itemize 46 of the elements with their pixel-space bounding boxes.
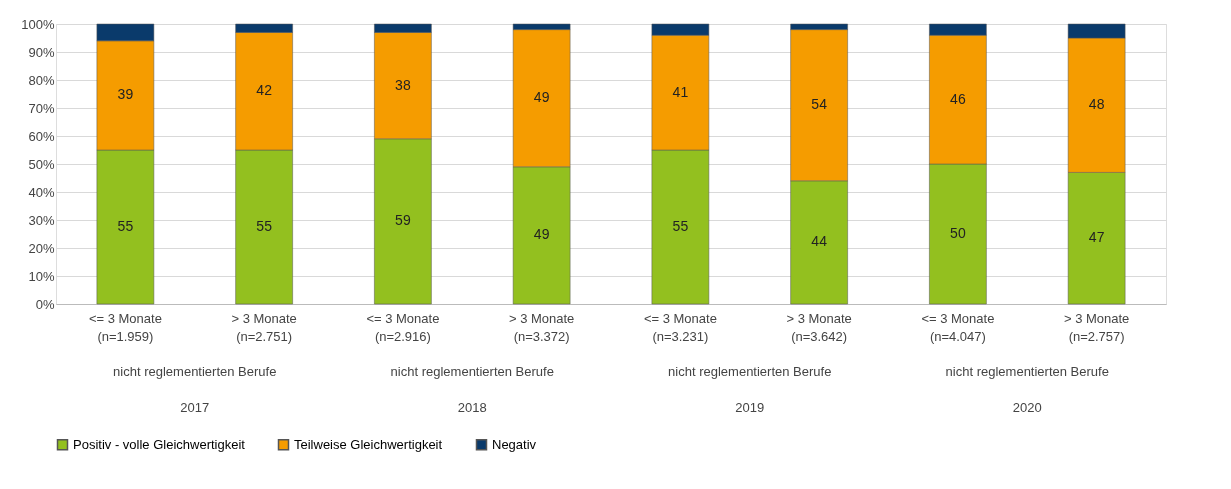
- x-tick-label: <= 3 Monate (n=4.047): [921, 310, 995, 344]
- data-label: 44: [811, 233, 828, 250]
- data-label: 54: [811, 96, 828, 113]
- data-label: 41: [672, 83, 689, 100]
- text: nicht reglementierten Berufe: [668, 364, 832, 379]
- x-tick-label: <= 3 Monate (n=3.231): [643, 310, 717, 344]
- legend-label: Positiv - volle Gleichwertigkeit: [73, 436, 246, 452]
- data-label: 49: [533, 226, 550, 243]
- text: nicht reglementierten Berufe: [113, 364, 277, 379]
- y-tick-label: 100%: [21, 16, 55, 32]
- y-tick-label: 30%: [28, 212, 55, 228]
- text: 2017: [180, 400, 210, 415]
- y-tick-label: 60%: [28, 128, 55, 144]
- text: nicht reglementierten Berufe: [945, 364, 1109, 379]
- y-tick-label: 10%: [28, 268, 55, 284]
- x-tick-label: > 3 Monate (n=2.751): [231, 310, 297, 344]
- y-tick-label: 40%: [28, 184, 55, 200]
- x-tick-label: <= 3 Monate (n=2.916): [366, 310, 440, 344]
- x-tick-label: <= 3 Monate (n=1.959): [88, 310, 162, 344]
- legend-label: Negativ: [492, 436, 537, 452]
- data-label: 47: [1088, 229, 1105, 246]
- data-label: 55: [672, 218, 689, 234]
- data-label: 42: [256, 82, 273, 99]
- y-tick-label: 50%: [28, 156, 55, 172]
- text: 2018: [457, 400, 487, 415]
- y-tick-label: 80%: [28, 72, 55, 88]
- x-tick-label: > 3 Monate (n=2.757): [1063, 310, 1130, 344]
- x-tick-label: > 3 Monate (n=3.642): [786, 310, 852, 344]
- data-label: 50: [950, 225, 966, 241]
- data-label: 39: [117, 86, 134, 103]
- y-tick-label: 0%: [35, 296, 55, 312]
- y-tick-label: 20%: [28, 240, 55, 256]
- x-tick-label: > 3 Monate (n=3.372): [508, 310, 575, 344]
- data-label: 55: [117, 218, 134, 234]
- data-label: 48: [1088, 96, 1105, 113]
- data-label: 46: [950, 90, 966, 107]
- y-tick-label: 70%: [28, 100, 55, 116]
- y-tick-label: 90%: [28, 44, 55, 60]
- text: nicht reglementierten Berufe: [390, 364, 554, 379]
- data-label: 49: [533, 89, 550, 106]
- text: 2020: [1012, 400, 1042, 415]
- data-label: 55: [256, 218, 273, 234]
- legend-label: Teilweise Gleichwertigkeit: [294, 436, 443, 452]
- text: 2019: [735, 400, 765, 415]
- data-label: 59: [395, 212, 411, 229]
- data-label: 38: [395, 76, 411, 93]
